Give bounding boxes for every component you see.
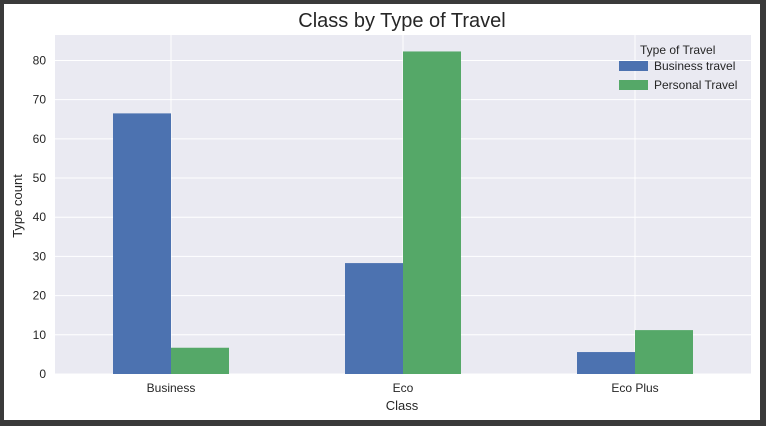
y-tick-label: 40 <box>33 210 47 224</box>
bar-chart: Class by Type of Travel 0 10 20 30 40 50 60 70 8… <box>10 10 751 413</box>
legend-swatch <box>619 80 648 90</box>
bar-business-travel-eco-plus <box>577 352 635 374</box>
bar-personal-travel-eco-plus <box>635 330 693 374</box>
y-tick-label: 50 <box>33 171 47 185</box>
y-tick-label: 30 <box>33 249 47 263</box>
legend-entry: Personal Travel <box>654 78 737 92</box>
x-tick-label: Business <box>147 381 196 395</box>
figure-frame: Class by Type of Travel 0 10 20 30 40 50 60 70 8… <box>4 4 760 420</box>
x-axis-label: Class <box>386 398 419 413</box>
y-tick-label: 70 <box>33 93 47 107</box>
plot-area: 0 10 20 30 40 50 60 70 80 Business Eco Eco Plus <box>33 35 751 395</box>
y-tick-label: 80 <box>33 53 47 67</box>
bar-personal-travel-eco <box>403 51 461 375</box>
bar-business-travel-business <box>113 113 171 374</box>
y-tick-label: 20 <box>33 289 47 303</box>
bar-business-travel-eco <box>345 263 403 374</box>
legend-entry: Business travel <box>654 59 735 73</box>
x-tick-label: Eco <box>393 381 414 395</box>
y-tick-label: 0 <box>39 367 46 381</box>
legend-title: Type of Travel <box>640 43 715 57</box>
y-tick-label: 60 <box>33 132 47 146</box>
chart-title: Class by Type of Travel <box>298 10 506 32</box>
y-axis-label: Type count <box>10 174 25 238</box>
y-tick-label: 10 <box>33 328 47 342</box>
legend: Type of Travel Business travel Personal T… <box>619 43 737 92</box>
x-tick-label: Eco Plus <box>611 381 658 395</box>
bar-personal-travel-business <box>171 347 229 374</box>
legend-swatch <box>619 61 648 71</box>
